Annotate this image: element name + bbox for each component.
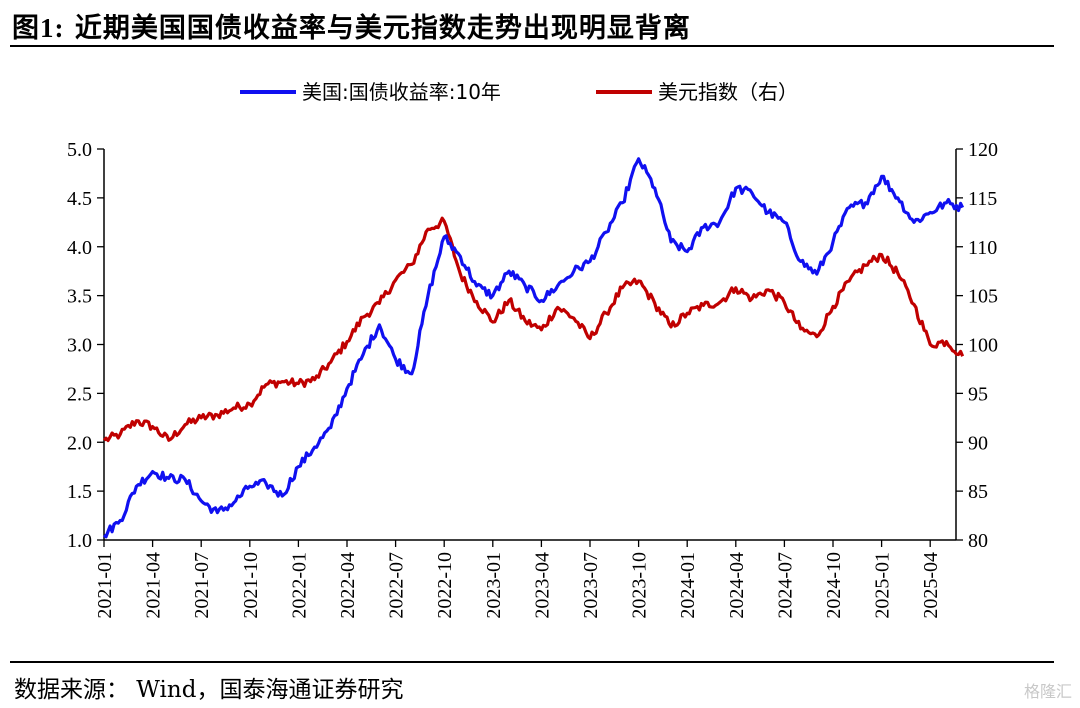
right-tick-label: 110 [968,237,997,259]
figure-title-text: 近期美国国债收益率与美元指数走势出现明显背离 [74,13,691,44]
left-tick-label: 4.0 [67,237,92,259]
right-tick-label: 100 [968,335,998,357]
left-tick-label: 3.5 [67,286,92,308]
watermark-logo: 格隆汇 [1023,682,1072,701]
figure-title: 图1: 近期美国国债收益率与美元指数走势出现明显背离 [12,6,691,45]
dollar-index-line [102,216,965,443]
source-note: 数据来源： Wind，国泰海通证券研究 [14,677,404,703]
x-tick-label: 2024-07 [774,552,796,619]
x-tick-label: 2024-10 [823,552,845,619]
x-tick-label: 2021-01 [94,552,116,619]
right-tick-label: 115 [968,188,997,210]
right-tick-label: 80 [968,530,988,552]
right-tick-label: 120 [968,139,998,161]
x-tick-label: 2023-10 [629,552,651,619]
source-rule [10,661,1054,663]
x-tick-label: 2022-10 [434,552,456,619]
left-tick-label: 1.5 [67,481,92,503]
x-tick-label: 2021-04 [143,552,165,619]
figure-number: 图1: [12,13,65,43]
left-tick-label: 4.5 [67,188,92,210]
right-tick-label: 85 [968,481,988,503]
x-tick-label: 2023-01 [483,552,505,619]
right-tick-label: 90 [968,432,988,454]
left-tick-label: 2.5 [67,383,92,405]
x-tick-label: 2022-04 [337,552,359,619]
x-tick-label: 2021-10 [240,552,262,619]
x-tick-label: 2023-04 [531,552,553,619]
left-tick-label: 2.0 [67,432,92,454]
x-tick-label: 2024-01 [677,552,699,619]
left-tick-label: 3.0 [67,335,92,357]
legend-us10y-label: 美国:国债收益率:10年 [302,80,501,104]
us10y-yield-line [102,157,965,539]
left-tick-label: 1.0 [67,530,92,552]
x-tick-label: 2024-04 [726,552,748,619]
x-tick-label: 2025-01 [872,552,894,619]
x-tick-label: 2025-04 [920,552,942,619]
x-tick-label: 2021-07 [191,552,213,619]
x-tick-label: 2022-01 [288,552,310,619]
x-tick-label: 2023-07 [580,552,602,619]
right-tick-label: 95 [968,383,988,405]
x-tick-label: 2022-07 [386,552,408,619]
title-rule [10,45,1054,47]
legend-dxy-label: 美元指数（右） [658,80,798,104]
left-tick-label: 5.0 [67,139,92,161]
right-tick-label: 105 [968,286,998,308]
